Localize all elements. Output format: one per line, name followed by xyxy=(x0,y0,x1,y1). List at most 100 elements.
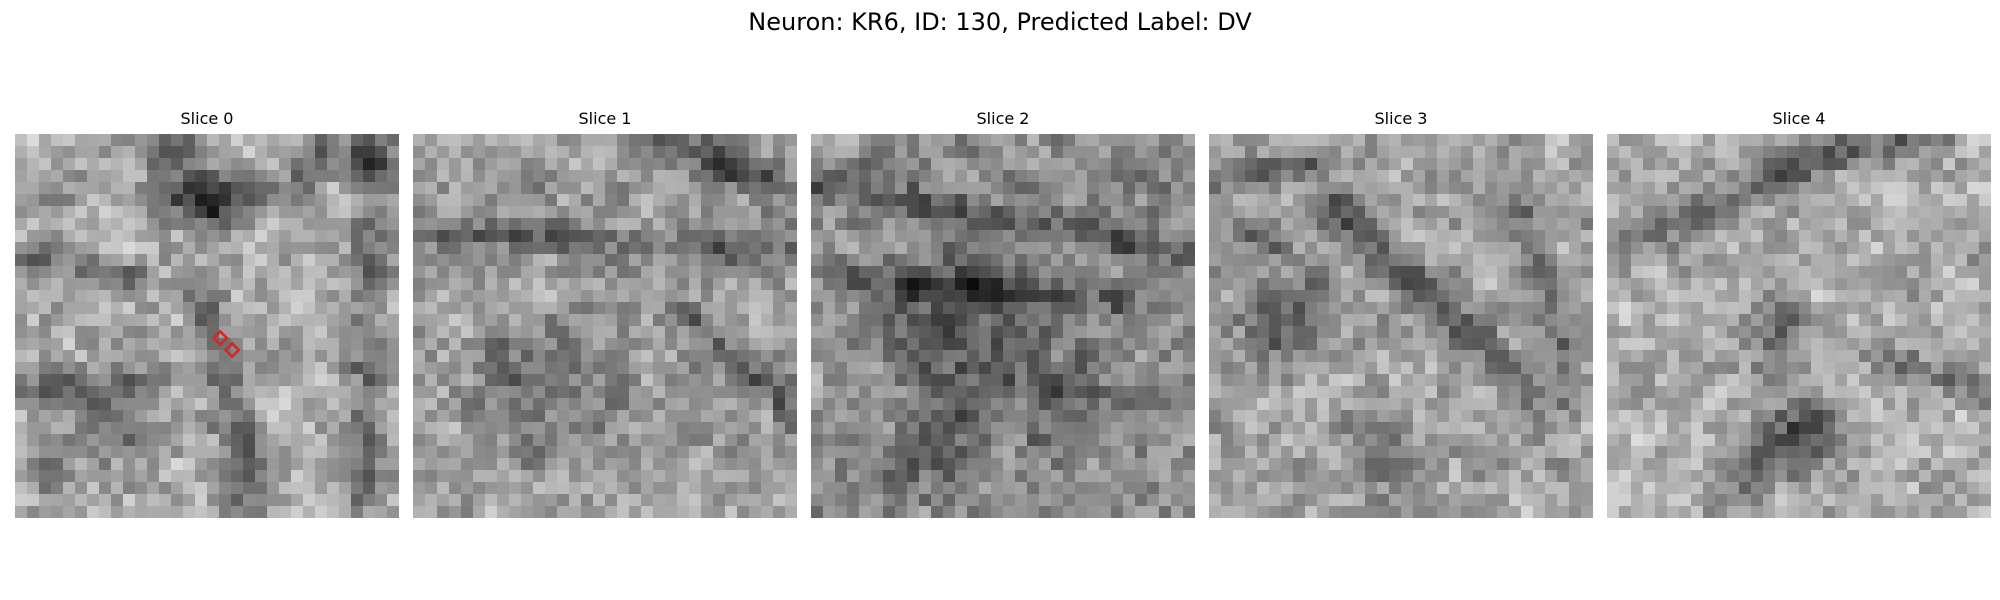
image-pixel xyxy=(1123,158,1136,171)
image-pixel xyxy=(1835,374,1848,387)
image-pixel xyxy=(1075,218,1088,231)
image-pixel xyxy=(1233,338,1246,351)
image-pixel xyxy=(1727,314,1740,327)
image-pixel xyxy=(255,362,268,375)
image-pixel xyxy=(521,362,534,375)
image-pixel xyxy=(871,446,884,459)
image-pixel xyxy=(1087,170,1100,183)
image-pixel xyxy=(557,362,570,375)
image-pixel xyxy=(1883,386,1896,399)
image-pixel xyxy=(1727,374,1740,387)
image-pixel xyxy=(1775,230,1788,243)
image-pixel xyxy=(761,314,774,327)
image-pixel xyxy=(569,446,582,459)
image-pixel xyxy=(1799,158,1812,171)
image-pixel xyxy=(737,146,750,159)
image-pixel xyxy=(785,398,797,411)
image-pixel xyxy=(701,170,714,183)
image-pixel xyxy=(617,230,630,243)
image-pixel xyxy=(363,170,376,183)
image-pixel xyxy=(1269,482,1282,495)
image-pixel xyxy=(1365,242,1378,255)
image-pixel xyxy=(823,434,836,447)
image-pixel xyxy=(1739,230,1752,243)
image-pixel xyxy=(1063,338,1076,351)
image-pixel xyxy=(811,458,824,471)
image-pixel xyxy=(1967,446,1980,459)
image-pixel xyxy=(425,350,438,363)
image-pixel xyxy=(713,422,726,435)
image-pixel xyxy=(303,290,316,303)
image-pixel xyxy=(1353,182,1366,195)
image-pixel xyxy=(123,482,136,495)
image-pixel xyxy=(641,458,654,471)
image-pixel xyxy=(773,218,786,231)
image-pixel xyxy=(1449,170,1462,183)
image-pixel xyxy=(835,254,848,267)
image-pixel xyxy=(497,230,510,243)
image-pixel xyxy=(1209,422,1222,435)
image-pixel xyxy=(1509,362,1522,375)
image-pixel xyxy=(1003,386,1016,399)
image-pixel xyxy=(1667,230,1680,243)
image-pixel xyxy=(665,302,678,315)
image-pixel xyxy=(207,158,220,171)
image-pixel xyxy=(593,254,606,267)
image-pixel xyxy=(207,182,220,195)
image-pixel xyxy=(207,290,220,303)
image-pixel xyxy=(1329,230,1342,243)
image-pixel xyxy=(1099,326,1112,339)
image-pixel xyxy=(823,158,836,171)
image-pixel xyxy=(1569,206,1582,219)
image-pixel xyxy=(1123,146,1136,159)
image-pixel xyxy=(1473,194,1486,207)
image-pixel xyxy=(1063,206,1076,219)
image-pixel xyxy=(1811,398,1824,411)
image-pixel xyxy=(303,218,316,231)
image-pixel xyxy=(1341,338,1354,351)
image-pixel xyxy=(1209,362,1222,375)
image-pixel xyxy=(473,386,486,399)
image-pixel xyxy=(823,362,836,375)
image-pixel xyxy=(509,146,522,159)
image-pixel xyxy=(497,266,510,279)
image-pixel xyxy=(1485,218,1498,231)
image-pixel xyxy=(1799,194,1812,207)
image-pixel xyxy=(629,218,642,231)
image-pixel xyxy=(351,290,364,303)
image-pixel xyxy=(99,230,112,243)
image-pixel xyxy=(339,374,352,387)
image-pixel xyxy=(919,422,932,435)
image-pixel xyxy=(1859,302,1872,315)
image-pixel xyxy=(1269,182,1282,195)
image-pixel xyxy=(497,446,510,459)
image-pixel xyxy=(931,254,944,267)
image-pixel xyxy=(1485,446,1498,459)
image-pixel xyxy=(1135,326,1148,339)
image-pixel xyxy=(847,134,860,147)
image-pixel xyxy=(1557,410,1570,423)
image-pixel xyxy=(895,398,908,411)
image-pixel xyxy=(907,470,920,483)
image-pixel xyxy=(243,290,256,303)
image-pixel xyxy=(823,350,836,363)
image-pixel xyxy=(231,506,244,518)
image-pixel xyxy=(111,482,124,495)
image-pixel xyxy=(713,314,726,327)
image-pixel xyxy=(907,386,920,399)
image-pixel xyxy=(509,398,522,411)
image-pixel xyxy=(1449,194,1462,207)
image-pixel xyxy=(1497,470,1510,483)
image-pixel xyxy=(749,194,762,207)
image-pixel xyxy=(1667,254,1680,267)
image-pixel xyxy=(835,302,848,315)
image-pixel xyxy=(1473,254,1486,267)
image-pixel xyxy=(303,350,316,363)
image-pixel xyxy=(979,158,992,171)
image-pixel xyxy=(1497,350,1510,363)
image-pixel xyxy=(1979,266,1991,279)
image-pixel xyxy=(1557,362,1570,375)
image-pixel xyxy=(749,302,762,315)
image-pixel xyxy=(1569,446,1582,459)
image-pixel xyxy=(255,134,268,147)
